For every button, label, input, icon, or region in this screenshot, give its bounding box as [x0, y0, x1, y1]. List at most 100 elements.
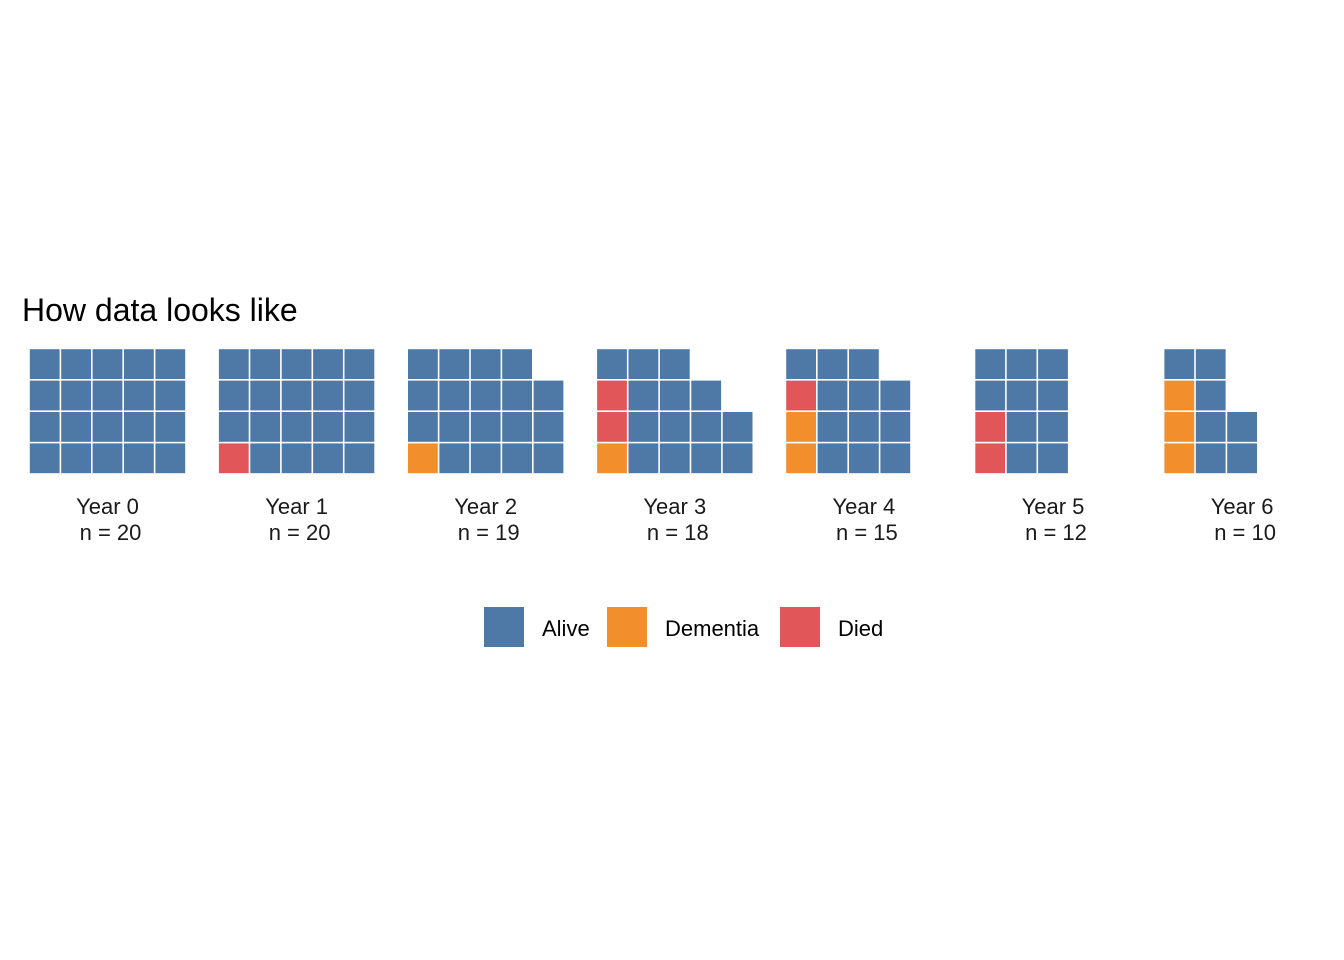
waffle-tile-alive — [439, 412, 470, 442]
panel-year-label: Year 0 — [76, 494, 139, 519]
waffle-tile-alive — [439, 443, 470, 474]
waffle-tile-alive — [61, 349, 91, 379]
waffle-tile-alive — [92, 443, 123, 474]
waffle-tile-alive — [313, 412, 343, 442]
waffle-tile-alive — [92, 412, 123, 442]
legend-swatch-died — [780, 607, 820, 647]
waffle-tile-alive — [628, 412, 659, 442]
waffle-tile-alive — [250, 349, 281, 379]
waffle-tile-dementia — [786, 443, 816, 474]
waffle-tile-alive — [408, 412, 438, 442]
waffle-tile-alive — [502, 349, 532, 379]
waffle-tile-alive — [470, 443, 501, 474]
waffle-tile-alive — [281, 380, 312, 411]
waffle-tile-alive — [817, 443, 848, 474]
waffle-tile-alive — [439, 380, 470, 411]
waffle-tile-alive — [880, 412, 911, 442]
waffle-tile-alive — [313, 380, 343, 411]
legend-swatch-alive — [484, 607, 524, 647]
waffle-tile-alive — [1227, 443, 1257, 474]
waffle-tile-died — [218, 443, 249, 474]
waffle-tile-alive — [659, 349, 690, 379]
waffle-tile-alive — [502, 412, 532, 442]
waffle-tile-alive — [722, 412, 753, 442]
panel-year-label: Year 1 — [265, 494, 328, 519]
waffle-tile-alive — [439, 349, 470, 379]
waffle-tile-alive — [1038, 349, 1068, 379]
panel-year-label: Year 5 — [1022, 494, 1085, 519]
waffle-tile-alive — [1006, 349, 1037, 379]
waffle-tile-alive — [313, 349, 343, 379]
waffle-tile-alive — [155, 412, 186, 442]
waffle-tile-alive — [218, 380, 249, 411]
waffle-tile-alive — [29, 380, 60, 411]
legend-label-dementia: Dementia — [665, 616, 760, 641]
waffle-tile-alive — [1195, 412, 1226, 442]
waffle-tile-alive — [92, 349, 123, 379]
waffle-tile-alive — [1038, 412, 1068, 442]
waffle-tile-alive — [786, 349, 816, 379]
waffle-tile-alive — [470, 349, 501, 379]
waffle-tile-alive — [817, 380, 848, 411]
chart-title: How data looks like — [22, 292, 298, 328]
waffle-tile-alive — [250, 412, 281, 442]
waffle-tile-died — [597, 412, 627, 442]
waffle-tile-alive — [124, 380, 154, 411]
waffle-tile-alive — [281, 349, 312, 379]
waffle-tile-alive — [470, 412, 501, 442]
waffle-tile-alive — [849, 412, 879, 442]
panel-year-1: Year 1n = 20 — [218, 349, 375, 545]
waffle-tile-alive — [155, 443, 186, 474]
legend-item-dementia: Dementia — [607, 607, 760, 647]
waffle-tile-alive — [92, 380, 123, 411]
panel-count-label: n = 20 — [80, 520, 142, 545]
waffle-tile-alive — [659, 380, 690, 411]
waffle-tile-alive — [1006, 443, 1037, 474]
panel-count-label: n = 15 — [836, 520, 898, 545]
waffle-tile-dementia — [597, 443, 627, 474]
waffle-tile-alive — [533, 412, 564, 442]
waffle-tile-alive — [691, 380, 722, 411]
waffle-tile-alive — [1195, 349, 1226, 379]
waffle-tile-dementia — [1164, 412, 1195, 442]
waffle-tile-alive — [344, 412, 375, 442]
waffle-tile-alive — [281, 412, 312, 442]
waffle-tile-alive — [29, 443, 60, 474]
waffle-tile-alive — [691, 443, 722, 474]
waffle-tile-alive — [344, 443, 375, 474]
waffle-tile-alive — [628, 349, 659, 379]
waffle-tile-alive — [502, 443, 532, 474]
waffle-tile-alive — [1038, 380, 1068, 411]
legend-label-alive: Alive — [542, 616, 590, 641]
panel-year-5: Year 5n = 12 — [975, 349, 1087, 545]
waffle-tile-alive — [659, 412, 690, 442]
waffle-tile-alive — [61, 443, 91, 474]
panel-year-label: Year 2 — [454, 494, 517, 519]
waffle-tile-alive — [281, 443, 312, 474]
panel-year-label: Year 6 — [1211, 494, 1274, 519]
waffle-tile-alive — [659, 443, 690, 474]
waffle-tile-alive — [155, 349, 186, 379]
waffle-tile-alive — [155, 380, 186, 411]
waffle-tile-alive — [975, 380, 1006, 411]
legend-item-alive: Alive — [484, 607, 590, 647]
legend-swatch-dementia — [607, 607, 647, 647]
waffle-tile-alive — [29, 349, 60, 379]
waffle-tile-alive — [502, 380, 532, 411]
waffle-tile-alive — [628, 380, 659, 411]
waffle-tile-dementia — [786, 412, 816, 442]
waffle-tile-alive — [1227, 412, 1257, 442]
waffle-tile-alive — [628, 443, 659, 474]
waffle-tile-alive — [849, 349, 879, 379]
waffle-tile-alive — [691, 412, 722, 442]
panel-count-label: n = 10 — [1214, 520, 1276, 545]
waffle-tile-alive — [849, 380, 879, 411]
waffle-tile-dementia — [1164, 380, 1195, 411]
waffle-tile-alive — [1038, 443, 1068, 474]
waffle-tile-alive — [1006, 412, 1037, 442]
waffle-tile-alive — [313, 443, 343, 474]
waffle-tile-alive — [849, 443, 879, 474]
waffle-tile-died — [597, 380, 627, 411]
